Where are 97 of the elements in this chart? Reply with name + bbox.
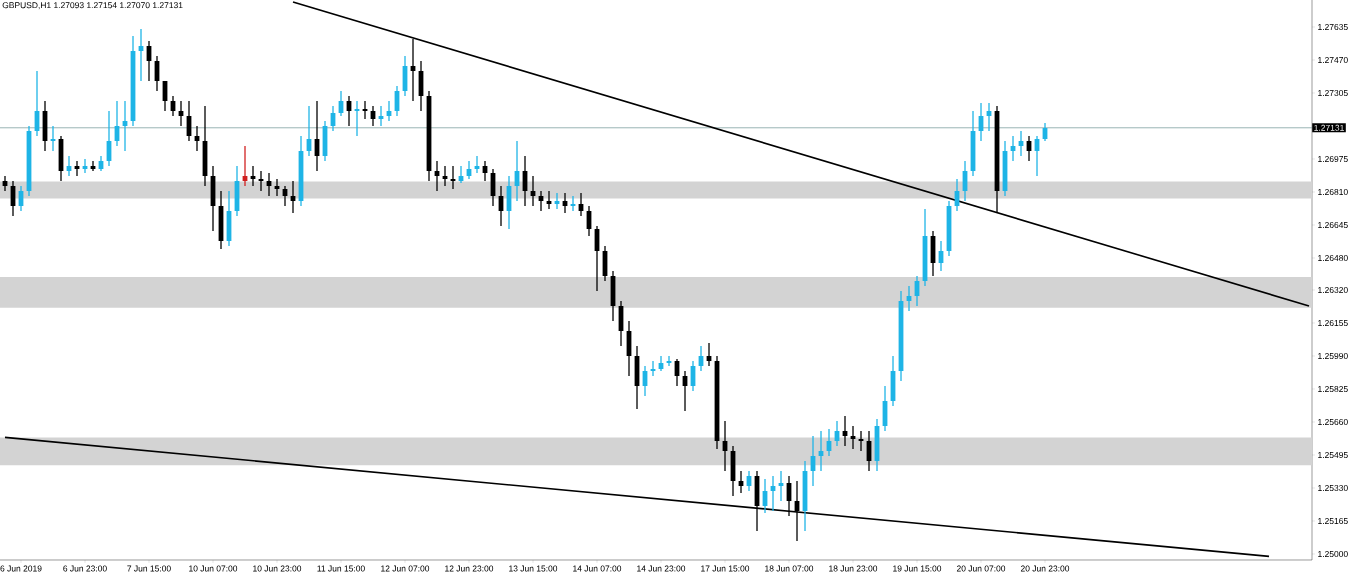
candlestick: [314, 101, 320, 171]
candlestick: [906, 286, 912, 311]
x-tick-label: 12 Jun 07:00: [381, 565, 430, 572]
x-tick-label: 14 Jun 07:00: [573, 565, 622, 572]
y-tick-label: 1.25495: [1318, 452, 1348, 458]
candlestick: [986, 103, 992, 131]
x-tick-label: 6 Jun 2019: [0, 565, 42, 572]
candlestick: [194, 126, 200, 151]
candlestick: [50, 126, 56, 151]
y-tick-label: 1.27635: [1318, 24, 1348, 30]
candlestick: [346, 96, 352, 126]
candlestick: [738, 471, 744, 493]
x-tick-label: 10 Jun 07:00: [189, 565, 238, 572]
candlestick: [378, 106, 384, 126]
x-tick-label: 11 Jun 15:00: [317, 565, 365, 572]
candlestick: [34, 71, 40, 136]
candlestick: [410, 39, 416, 101]
y-tick-label: 1.27305: [1318, 90, 1348, 96]
x-tick-label: 6 Jun 23:00: [63, 565, 107, 572]
candlestick: [258, 171, 264, 191]
y-tick-label: 1.25990: [1318, 353, 1348, 359]
candlestick: [706, 343, 712, 366]
x-tick-label: 17 Jun 15:00: [701, 565, 750, 572]
candlestick: [778, 471, 784, 501]
x-tick-label: 18 Jun 07:00: [765, 565, 814, 572]
candlestick: [138, 29, 144, 81]
candlestick: [562, 193, 568, 213]
candlestick: [290, 181, 296, 213]
candlestick: [810, 436, 816, 486]
y-tick-label: 1.26810: [1318, 189, 1348, 195]
candlestick: [250, 166, 256, 186]
x-tick-label: 10 Jun 23:00: [253, 565, 302, 572]
candlestick: [178, 101, 184, 126]
candlestick: [106, 111, 112, 166]
chart-title: GBPUSD,H1 1.27093 1.27154 1.27070 1.27131: [2, 2, 183, 10]
y-tick-label: 1.26320: [1318, 287, 1348, 293]
candlestick: [474, 156, 480, 173]
candlestick: [122, 101, 128, 151]
candlestick: [722, 421, 728, 471]
candlestick: [458, 166, 464, 183]
candlestick: [450, 166, 456, 189]
x-tick-label: 12 Jun 23:00: [445, 565, 494, 572]
x-tick-label: 20 Jun 07:00: [956, 565, 1006, 572]
x-tick-label: 7 Jun 15:00: [127, 565, 171, 572]
candlestick: [1010, 136, 1016, 161]
candlestick: [74, 161, 80, 176]
candlestick: [842, 416, 848, 446]
candlestick: [538, 191, 544, 211]
candlestick: [666, 356, 672, 366]
candlestick: [682, 371, 688, 411]
candlestick: [794, 481, 800, 541]
candlestick: [266, 173, 272, 196]
candlestick: [354, 101, 360, 136]
candlestick: [90, 161, 96, 171]
ref-line-label: 1.27131: [1314, 124, 1344, 131]
candlestick: [530, 176, 536, 206]
candlestick: [570, 196, 576, 211]
candlestick: [650, 361, 656, 376]
y-tick-label: 1.25660: [1318, 419, 1348, 425]
y-tick-label: 1.26975: [1318, 156, 1348, 162]
candlestick: [514, 141, 520, 201]
candlestick: [306, 106, 312, 156]
candlestick: [274, 179, 280, 196]
y-tick-label: 1.25825: [1318, 386, 1348, 392]
y-tick-label: 1.27470: [1318, 57, 1348, 63]
candlestick: [858, 431, 864, 451]
x-tick-label: 20 Jun 23:00: [1020, 565, 1070, 572]
y-tick-label: 1.26645: [1318, 222, 1348, 228]
y-tick-label: 1.25330: [1318, 485, 1348, 491]
candlestick: [442, 166, 448, 186]
candlestick: [1034, 136, 1040, 176]
candlestick: [282, 186, 288, 206]
y-tick-label: 1.26480: [1318, 255, 1348, 261]
candlestick: [242, 146, 248, 186]
candlestick: [362, 101, 368, 119]
candlestick: [434, 161, 440, 191]
x-tick-label: 14 Jun 23:00: [637, 565, 686, 572]
candlestick: [594, 226, 600, 291]
candlestick: [554, 193, 560, 209]
candlestick: [578, 193, 584, 216]
x-tick-label: 19 Jun 15:00: [893, 565, 942, 572]
candlestick: [2, 176, 8, 191]
x-tick-label: 13 Jun 15:00: [509, 565, 558, 572]
candlestick: [850, 426, 856, 449]
candlestick: [82, 159, 88, 173]
y-tick-label: 1.26155: [1318, 320, 1348, 326]
candlestick: [114, 101, 120, 146]
x-tick-label: 18 Jun 23:00: [829, 565, 878, 572]
y-tick-label: 1.25165: [1318, 518, 1348, 524]
candlestick: [818, 431, 824, 471]
candlestick: [386, 101, 392, 121]
candlestick: [1018, 131, 1024, 156]
candlestick: [482, 161, 488, 181]
y-tick-label: 1.25000: [1318, 551, 1348, 557]
candlestick: [546, 191, 552, 209]
candlestick: [66, 156, 72, 176]
candlestick: [770, 476, 776, 511]
